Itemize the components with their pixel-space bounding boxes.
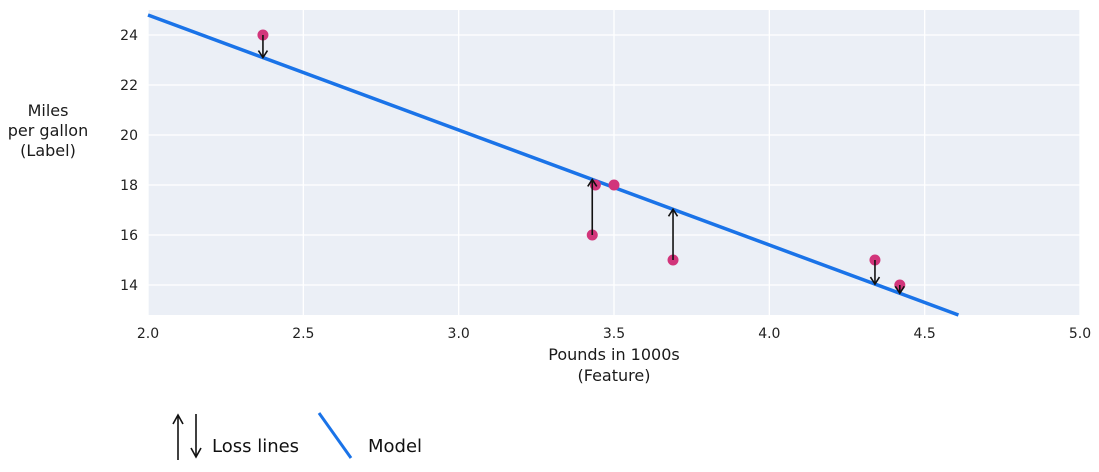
down-arrowhead-icon <box>190 447 202 459</box>
model-line <box>147 13 960 317</box>
loss-arrowhead <box>587 177 598 187</box>
x-tick-label: 2.5 <box>292 326 314 342</box>
loss-lines-legend-label: Loss lines <box>212 436 300 457</box>
up-arrowhead-icon <box>172 413 184 425</box>
y-tick-label: 18 <box>120 178 138 194</box>
model-line-icon <box>317 412 353 459</box>
x-tick-label: 3.0 <box>448 326 470 342</box>
x-tick-label: 4.5 <box>914 326 936 342</box>
loss-arrowhead <box>869 276 881 286</box>
model-legend-label: Model <box>368 436 423 457</box>
y-axis-label: Miles per gallon (Label) <box>7 101 89 160</box>
y-tick-label: 16 <box>120 228 138 244</box>
y-tick-label: 20 <box>120 128 138 144</box>
y-tick-label: 14 <box>120 278 138 294</box>
loss-lines-arrows-icon <box>172 413 202 460</box>
loss-arrowhead <box>894 285 905 295</box>
y-tick-label: 24 <box>120 28 138 44</box>
data-point <box>608 179 620 191</box>
scatter-chart: 2.0 2.5 3.0 3.5 4.0 4.5 5.0 14 16 18 20 22 24 <box>120 10 1091 342</box>
x-tick-label: 3.5 <box>603 326 625 342</box>
y-tick-label: 22 <box>120 78 138 94</box>
loss-arrowhead <box>257 50 269 60</box>
x-tick-label: 5.0 <box>1069 326 1091 342</box>
x-tick-label: 4.0 <box>758 326 780 342</box>
x-axis-label: Pounds in 1000s (Feature) <box>548 345 680 385</box>
loss-arrowhead <box>667 207 679 217</box>
x-tick-label: 2.0 <box>137 326 159 342</box>
